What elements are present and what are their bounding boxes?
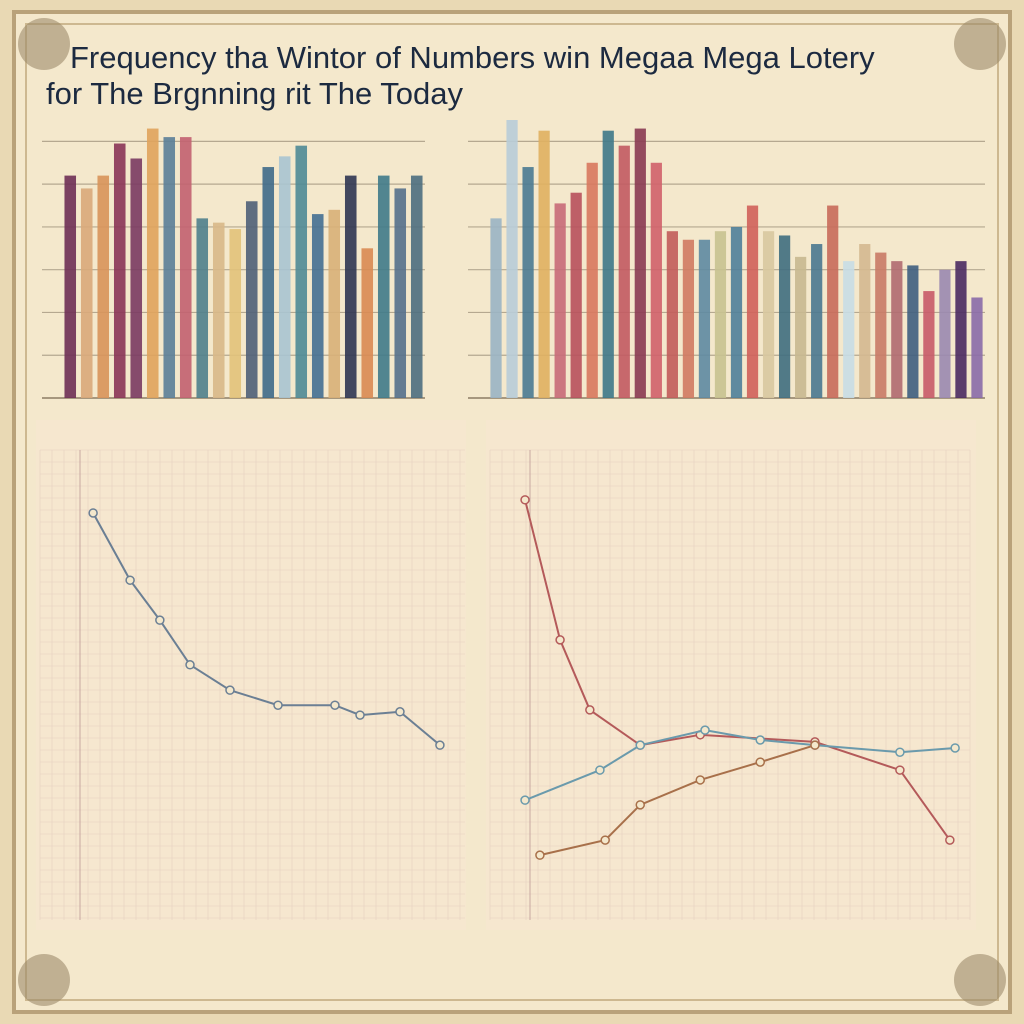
bar — [394, 188, 407, 398]
bar — [971, 297, 983, 398]
bar — [827, 205, 839, 398]
bar — [245, 201, 258, 398]
bar — [328, 209, 341, 398]
bar — [80, 188, 93, 398]
bar — [746, 205, 759, 398]
bar — [163, 137, 176, 398]
point — [755, 757, 765, 767]
bar — [875, 252, 887, 398]
point — [395, 707, 405, 717]
bar — [859, 244, 871, 398]
bar — [682, 239, 695, 398]
point — [273, 700, 283, 710]
bar — [891, 261, 903, 398]
point — [585, 705, 595, 715]
bar — [714, 231, 727, 398]
point — [695, 775, 705, 785]
bar — [602, 130, 614, 398]
line — [539, 744, 816, 857]
bar — [554, 203, 566, 398]
bar — [229, 229, 242, 398]
bar — [778, 235, 791, 398]
point — [895, 747, 905, 757]
bar — [666, 231, 678, 398]
point — [535, 850, 545, 860]
bar — [939, 269, 951, 398]
bar — [730, 226, 743, 398]
bar — [650, 162, 662, 398]
point — [635, 740, 645, 750]
bar — [698, 239, 711, 398]
point — [225, 685, 235, 695]
point — [435, 740, 445, 750]
bar — [64, 175, 77, 398]
point — [88, 508, 98, 518]
point — [555, 635, 565, 645]
bar — [570, 192, 582, 398]
point — [755, 735, 765, 745]
bar — [212, 222, 225, 398]
bar — [538, 130, 550, 398]
bar — [295, 145, 308, 398]
bar — [506, 120, 518, 398]
panel — [36, 420, 466, 930]
bar — [344, 175, 357, 398]
bar — [955, 261, 967, 398]
bar — [179, 137, 192, 398]
point — [185, 660, 195, 670]
bar — [361, 248, 374, 398]
point — [810, 740, 820, 750]
bar — [311, 214, 324, 398]
line — [92, 512, 441, 746]
bar — [490, 218, 502, 398]
title-line: for The Brgnning rit The Today — [46, 76, 464, 111]
bar — [522, 167, 534, 398]
title-line: Frequency tha Wintor of Numbers win Mega… — [70, 40, 875, 75]
point — [520, 795, 530, 805]
bar — [843, 261, 855, 398]
point — [155, 615, 165, 625]
bar — [262, 167, 275, 398]
line — [524, 499, 951, 841]
point — [895, 765, 905, 775]
bar — [196, 218, 209, 398]
point — [600, 835, 610, 845]
bar — [278, 156, 291, 398]
bar — [113, 143, 126, 398]
point — [700, 725, 710, 735]
bar — [377, 175, 390, 398]
bar — [618, 145, 630, 398]
point — [635, 800, 645, 810]
bar — [811, 244, 823, 398]
inner-frame — [25, 23, 999, 1001]
corner-ornaments — [18, 18, 1006, 1006]
point — [355, 710, 365, 720]
point — [945, 835, 955, 845]
bar — [97, 175, 110, 398]
point — [330, 700, 340, 710]
bar — [923, 291, 935, 398]
bar — [795, 256, 807, 398]
line — [524, 729, 956, 802]
point — [950, 743, 960, 753]
bar — [130, 158, 143, 398]
bar — [907, 265, 919, 398]
bar — [410, 175, 423, 398]
panel — [486, 420, 976, 930]
point — [520, 495, 530, 505]
bar — [586, 162, 598, 398]
bar — [762, 231, 775, 398]
point — [595, 765, 605, 775]
bar — [634, 128, 646, 399]
point — [125, 575, 135, 585]
bar — [146, 128, 159, 399]
